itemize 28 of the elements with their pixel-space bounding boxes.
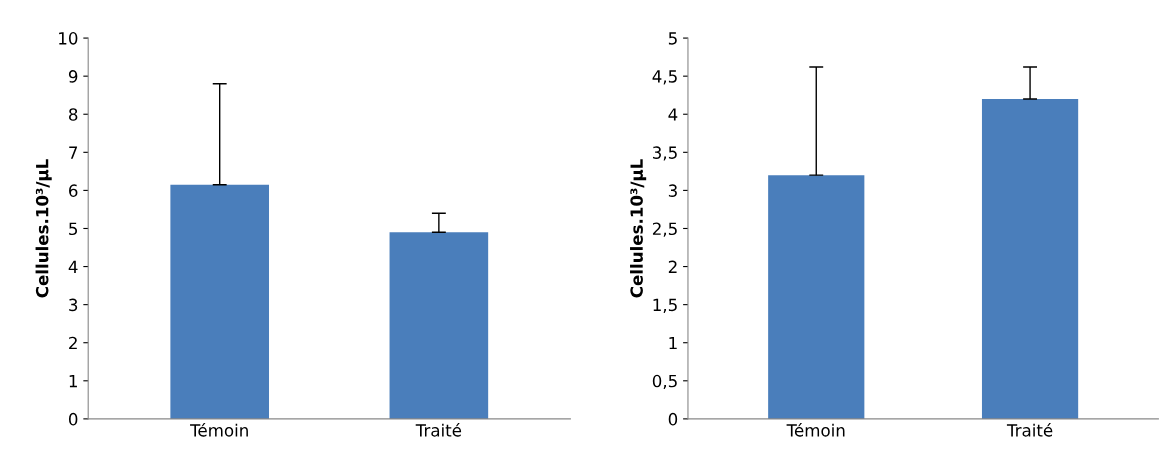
y-tick-label: 5	[668, 32, 677, 45]
y-axis-title: Cellules.10³/µL	[35, 159, 52, 298]
y-tick-label: 3,5	[653, 146, 677, 161]
x-tick-label: Témoin	[786, 423, 845, 437]
y-tick-label: 1,5	[653, 298, 677, 313]
y-tick-label: 3	[668, 184, 677, 197]
y-tick-label: 6	[69, 184, 78, 197]
y-tick-label: 4	[68, 260, 78, 273]
y-tick-label: 5	[69, 222, 78, 236]
x-tick-label: Traité	[1006, 423, 1053, 437]
y-tick-label: 2,5	[652, 222, 677, 237]
y-tick-label: 4,5	[652, 70, 677, 85]
y-tick-label: 0	[68, 412, 78, 426]
y-axis-title: Cellules.10³/µL	[630, 159, 647, 298]
y-tick-label: 0,5	[652, 374, 677, 390]
y-tick-label: 2	[69, 336, 77, 350]
y-tick-label: 10	[59, 32, 78, 45]
y-tick-label: 3	[69, 298, 78, 312]
y-tick-label: 0	[668, 412, 678, 426]
y-tick-label: 1	[669, 336, 677, 350]
y-tick-label: 1	[69, 374, 77, 388]
y-tick-label: 7	[69, 146, 78, 159]
y-tick-label: 8	[69, 108, 78, 121]
y-tick-label: 2	[668, 260, 677, 273]
x-tick-label: Témoin	[190, 423, 248, 437]
x-tick-label: Traité	[415, 423, 462, 437]
y-tick-label: 9	[68, 70, 78, 83]
y-tick-label: 4	[668, 108, 678, 121]
